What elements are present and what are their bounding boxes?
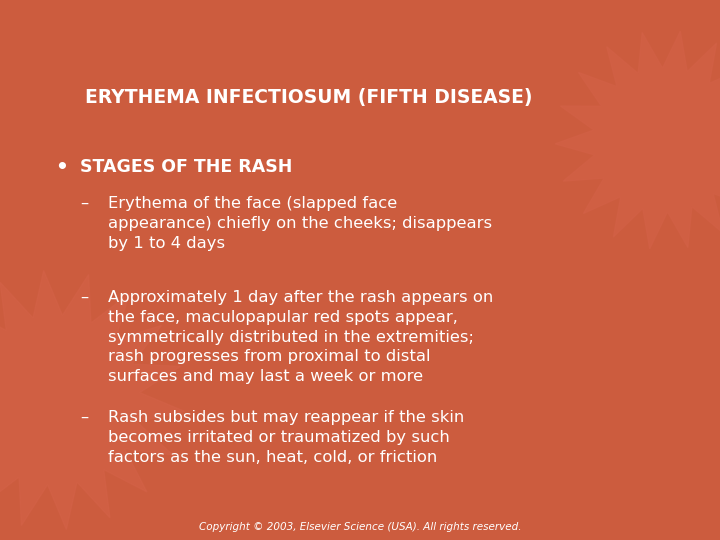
Text: •: • (55, 158, 68, 177)
Polygon shape (555, 31, 720, 249)
Text: Rash subsides but may reappear if the skin
becomes irritated or traumatized by s: Rash subsides but may reappear if the sk… (108, 410, 464, 464)
Text: ERYTHEMA INFECTIOSUM (FIFTH DISEASE): ERYTHEMA INFECTIOSUM (FIFTH DISEASE) (85, 88, 533, 107)
Text: –: – (80, 196, 88, 211)
Text: –: – (80, 290, 88, 305)
Text: STAGES OF THE RASH: STAGES OF THE RASH (80, 158, 292, 176)
Polygon shape (0, 271, 184, 530)
Text: Erythema of the face (slapped face
appearance) chiefly on the cheeks; disappears: Erythema of the face (slapped face appea… (108, 196, 492, 251)
Text: Approximately 1 day after the rash appears on
the face, maculopapular red spots : Approximately 1 day after the rash appea… (108, 290, 493, 384)
Text: Copyright © 2003, Elsevier Science (USA). All rights reserved.: Copyright © 2003, Elsevier Science (USA)… (199, 522, 521, 532)
Text: –: – (80, 410, 88, 425)
